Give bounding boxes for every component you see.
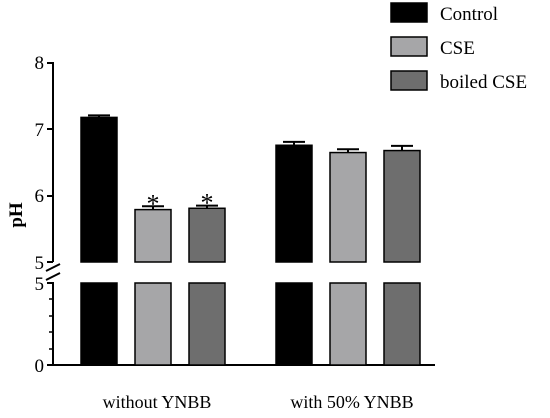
y-tick-label-5-upper: 5 [35, 253, 45, 274]
bar-lower-boiled-cse-without-ynbb [188, 282, 226, 366]
axis-break-marks [45, 263, 61, 281]
y-axis-title: pH [6, 202, 27, 228]
bar-lower-control-with-50-ynbb [275, 282, 313, 366]
category-label-without-ynbb: without YNBB [103, 392, 212, 412]
legend-label-control: Control [440, 4, 498, 25]
y-tick-label-0: 0 [35, 356, 45, 377]
y-ticks [47, 62, 53, 366]
bar-lower-cse-without-ynbb [134, 282, 172, 366]
bar-upper-control-with-50-ynbb [275, 144, 313, 263]
bar-upper-boiled-cse-with-50-ynbb [383, 149, 421, 263]
y-tick-label-5-lower: 5 [35, 274, 45, 295]
bar-lower-boiled-cse-with-50-ynbb [383, 282, 421, 366]
significance-marker-cse-without-ynbb: * [147, 189, 160, 218]
y-tick-label-7: 7 [35, 120, 45, 141]
legend-label-cse: CSE [440, 38, 475, 59]
bar-upper-cse-with-50-ynbb [329, 151, 367, 263]
category-label-with-ynbb: with 50% YNBB [290, 392, 413, 412]
bar-upper-boiled-cse-without-ynbb [188, 207, 226, 263]
legend-label-boiled-cse: boiled CSE [440, 72, 527, 93]
y-tick-label-6: 6 [35, 186, 45, 207]
bar-upper-cse-without-ynbb [134, 208, 172, 263]
bar-lower-cse-with-50-ynbb [329, 282, 367, 366]
legend-swatch-control [390, 2, 428, 23]
y-tick-label-8: 8 [35, 53, 45, 74]
bar-upper-control-without-ynbb [80, 116, 118, 263]
legend-swatch-cse [390, 36, 428, 57]
y-minor-ticks [49, 298, 53, 350]
legend: Control CSE boiled CSE [390, 2, 527, 93]
significance-marker-boiled-cse-without-ynbb: * [201, 189, 214, 218]
legend-swatch-boiled-cse [390, 70, 428, 91]
bar-lower-control-without-ynbb [80, 282, 118, 366]
bars-layer: * * [80, 114, 421, 366]
